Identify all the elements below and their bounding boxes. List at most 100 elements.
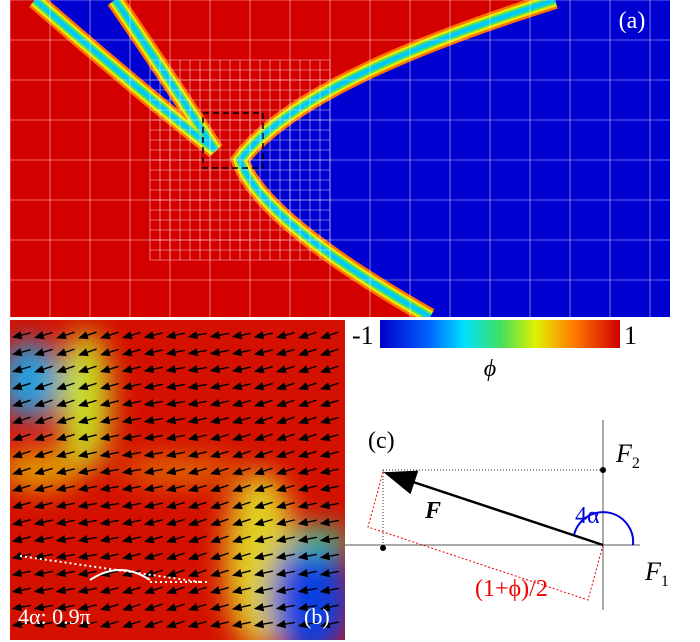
arrow xyxy=(11,585,31,595)
arrow xyxy=(100,365,119,374)
arrow xyxy=(165,432,185,442)
arrow xyxy=(165,347,185,357)
arrow xyxy=(165,331,185,340)
arrow xyxy=(187,433,207,442)
arrow xyxy=(232,416,251,425)
arrow xyxy=(187,364,207,374)
angle-label: 4α xyxy=(575,503,600,529)
arrow xyxy=(33,568,53,578)
arrow xyxy=(121,483,141,493)
arrow xyxy=(12,484,31,493)
arrow xyxy=(144,586,163,595)
arrow xyxy=(34,416,53,425)
arrow xyxy=(232,535,251,544)
arrow xyxy=(166,603,185,612)
arrow xyxy=(121,535,141,544)
arrow xyxy=(187,467,207,476)
arrow xyxy=(77,416,97,425)
arrow xyxy=(55,568,75,578)
arrow xyxy=(254,450,273,459)
colorbar-min: -1 xyxy=(352,321,374,350)
arrow xyxy=(77,586,97,595)
vector-label: F xyxy=(424,498,441,524)
arrow xyxy=(254,416,273,425)
arrow xyxy=(232,552,251,561)
arrow xyxy=(77,450,97,459)
arrow xyxy=(12,450,31,459)
arrow xyxy=(187,330,207,340)
arrow xyxy=(12,501,31,510)
arrow xyxy=(143,365,163,374)
arrow xyxy=(121,365,141,374)
arrow xyxy=(188,569,207,578)
arrow xyxy=(34,399,53,408)
arrow xyxy=(231,399,251,408)
arrow xyxy=(99,500,119,510)
arrow xyxy=(297,534,317,544)
arrow xyxy=(166,586,185,595)
arrow xyxy=(298,382,317,391)
arrow xyxy=(319,433,339,442)
angle-arc xyxy=(89,569,151,581)
axis-y-label: F2 xyxy=(615,439,640,472)
reference-line xyxy=(19,555,201,583)
arrow xyxy=(297,467,317,476)
arrow xyxy=(11,348,31,357)
arrow xyxy=(99,483,119,493)
arrow xyxy=(33,518,53,527)
arrow xyxy=(165,467,185,476)
arrow xyxy=(144,569,163,578)
arrow xyxy=(55,620,75,629)
arrow xyxy=(210,501,229,510)
arrow xyxy=(121,449,141,459)
arrow xyxy=(99,449,119,459)
arrow xyxy=(319,467,339,476)
arrow xyxy=(143,331,163,340)
arrow xyxy=(78,331,97,340)
arrow xyxy=(319,534,339,544)
arrow xyxy=(143,432,163,442)
arrow xyxy=(33,602,53,612)
arrow xyxy=(320,416,339,425)
arrow xyxy=(254,382,273,391)
arrow xyxy=(254,518,273,527)
arrow xyxy=(55,467,75,476)
arrow xyxy=(77,517,97,527)
arrow xyxy=(100,620,119,629)
arrow xyxy=(143,484,163,493)
arrow xyxy=(143,381,163,391)
arrow xyxy=(232,484,251,493)
arrow xyxy=(320,399,339,408)
arrow xyxy=(143,501,163,510)
arrow xyxy=(121,348,141,357)
arrow xyxy=(100,348,119,357)
arrow xyxy=(232,450,251,459)
arrow xyxy=(11,602,31,612)
arrow xyxy=(143,449,163,459)
arrow xyxy=(56,433,75,442)
arrow xyxy=(253,602,273,612)
arrow xyxy=(210,535,229,544)
arrow xyxy=(99,433,119,442)
panel-label: (a) xyxy=(619,8,646,34)
arrow xyxy=(232,518,251,527)
arrow xyxy=(188,586,207,595)
arrow xyxy=(121,399,141,408)
arrow xyxy=(275,331,295,340)
arrow xyxy=(275,518,295,527)
arrow xyxy=(254,399,273,408)
arrow xyxy=(165,501,185,510)
arrow xyxy=(319,450,339,459)
arrow xyxy=(209,620,229,629)
arrow xyxy=(121,500,141,510)
arrow xyxy=(209,330,229,340)
arrow xyxy=(34,450,53,459)
arrow xyxy=(231,569,251,578)
arrow xyxy=(12,433,31,442)
arrow xyxy=(298,433,317,442)
arrow xyxy=(77,551,97,561)
arrow xyxy=(319,603,339,612)
arrow xyxy=(11,331,31,340)
arrow xyxy=(99,603,119,612)
arrow xyxy=(275,551,295,561)
